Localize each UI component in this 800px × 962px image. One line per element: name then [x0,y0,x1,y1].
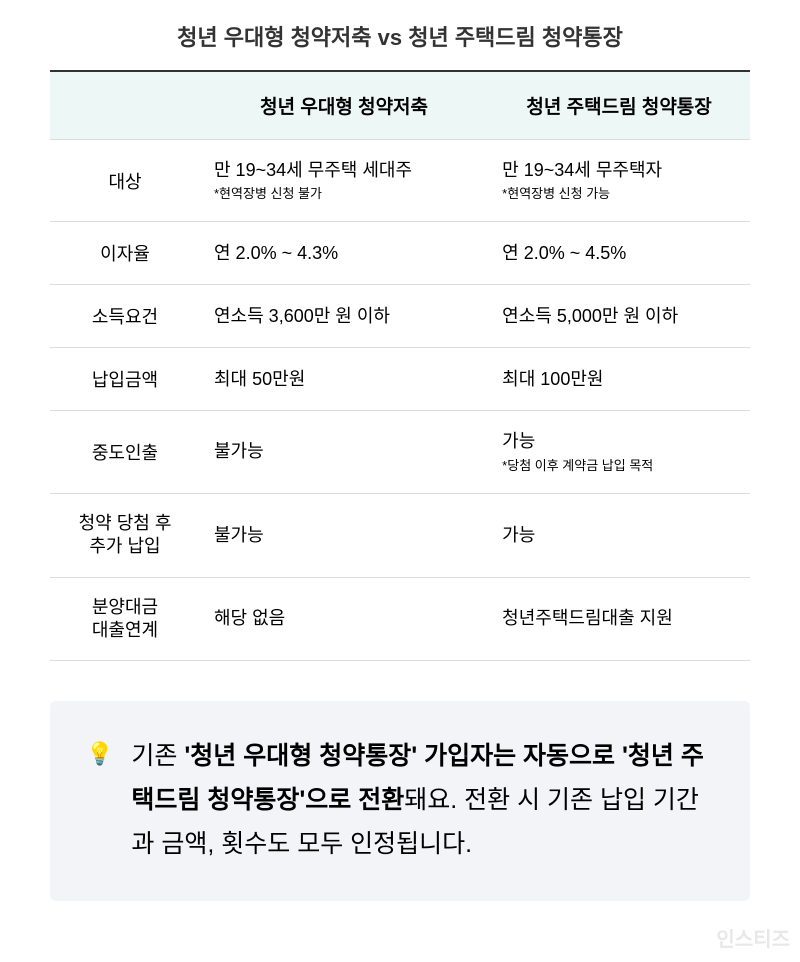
row-cell-col1: 해당 없음 [200,577,488,661]
cell-sub: *현역장병 신청 불가 [214,185,474,203]
watermark: 인스티즈 [716,923,790,952]
row-label: 중도인출 [50,411,200,493]
table-row: 청약 당첨 후추가 납입 불가능 가능 [50,493,750,577]
cell-main: 최대 100만원 [502,367,736,392]
row-label: 대상 [50,140,200,222]
cell-main: 연 2.0% ~ 4.3% [214,241,474,266]
cell-sub: *현역장병 신청 가능 [502,185,736,203]
table-row: 이자율 연 2.0% ~ 4.3% 연 2.0% ~ 4.5% [50,222,750,285]
row-cell-col1: 만 19~34세 무주택 세대주 *현역장병 신청 불가 [200,140,488,222]
row-cell-col1: 불가능 [200,493,488,577]
table-row: 소득요건 연소득 3,600만 원 이하 연소득 5,000만 원 이하 [50,285,750,348]
table-row: 중도인출 불가능 가능 *당첨 이후 계약금 납입 목적 [50,411,750,493]
cell-main: 가능 [502,523,736,548]
table-row: 분양대금대출연계 해당 없음 청년주택드림대출 지원 [50,577,750,661]
row-cell-col1: 불가능 [200,411,488,493]
table-header-blank [50,71,200,140]
cell-main: 불가능 [214,439,474,464]
cell-main: 연소득 3,600만 원 이하 [214,304,474,329]
table-header-col1: 청년 우대형 청약저축 [200,71,488,140]
row-cell-col2: 연소득 5,000만 원 이하 [488,285,750,348]
row-cell-col2: 최대 100만원 [488,348,750,411]
table-row: 대상 만 19~34세 무주택 세대주 *현역장병 신청 불가 만 19~34세… [50,140,750,222]
row-cell-col1: 최대 50만원 [200,348,488,411]
row-label: 분양대금대출연계 [50,577,200,661]
cell-main: 만 19~34세 무주택 세대주 [214,158,474,183]
row-label: 소득요건 [50,285,200,348]
cell-main: 불가능 [214,523,474,548]
cell-main: 최대 50만원 [214,367,474,392]
row-label: 청약 당첨 후추가 납입 [50,493,200,577]
cell-main: 연소득 5,000만 원 이하 [502,304,736,329]
table-header-col2: 청년 주택드림 청약통장 [488,71,750,140]
row-label: 이자율 [50,222,200,285]
cell-sub: *당첨 이후 계약금 납입 목적 [502,457,736,475]
cell-main: 연 2.0% ~ 4.5% [502,241,736,266]
cell-main: 청년주택드림대출 지원 [502,606,736,631]
info-callout: 💡 기존 '청년 우대형 청약통장' 가입자는 자동으로 '청년 주택드림 청약… [50,701,750,900]
row-label: 납입금액 [50,348,200,411]
table-row: 납입금액 최대 50만원 최대 100만원 [50,348,750,411]
cell-main: 해당 없음 [214,606,474,631]
cell-main: 가능 [502,429,736,454]
row-cell-col2: 청년주택드림대출 지원 [488,577,750,661]
row-cell-col2: 가능 *당첨 이후 계약금 납입 목적 [488,411,750,493]
page-title: 청년 우대형 청약저축 vs 청년 주택드림 청약통장 [50,20,750,52]
callout-text-before: 기존 [131,742,184,770]
lightbulb-icon: 💡 [86,739,113,770]
row-cell-col2: 가능 [488,493,750,577]
row-cell-col1: 연 2.0% ~ 4.3% [200,222,488,285]
row-cell-col2: 만 19~34세 무주택자 *현역장병 신청 가능 [488,140,750,222]
row-cell-col1: 연소득 3,600만 원 이하 [200,285,488,348]
callout-text: 기존 '청년 우대형 청약통장' 가입자는 자동으로 '청년 주택드림 청약통장… [131,735,714,866]
cell-main: 만 19~34세 무주택자 [502,158,736,183]
row-cell-col2: 연 2.0% ~ 4.5% [488,222,750,285]
comparison-table: 청년 우대형 청약저축 청년 주택드림 청약통장 대상 만 19~34세 무주택… [50,70,750,661]
